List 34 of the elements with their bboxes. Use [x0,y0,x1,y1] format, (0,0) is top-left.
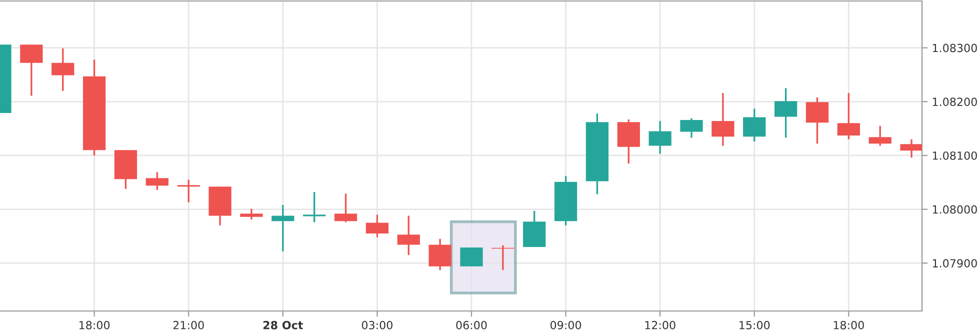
x-tick-label: 06:00 [456,320,487,330]
candlestick [837,92,860,140]
candlestick [868,125,892,147]
candlestick [460,246,483,268]
y-tick-label: 1.08300 [932,44,977,52]
x-tick-label: 21:00 [173,320,204,330]
y-tick-label: 1.07900 [932,259,977,268]
x-tick-label: 18:00 [834,320,864,330]
candlestick [272,204,294,252]
candlestick [303,191,326,224]
x-tick-label: 03:00 [362,320,392,330]
candlestick [366,214,388,238]
y-tick-label: 1.08200 [932,98,977,106]
candlestick [334,192,358,224]
candlestick [52,48,74,92]
candlestick [397,214,420,256]
candlestick [743,108,766,142]
candlestick [428,238,452,271]
y-tick-label: 1.08000 [932,205,977,214]
candlestick [680,117,703,139]
candlestick [240,208,263,220]
candlestick [712,92,734,147]
candlestick [20,44,43,97]
x-tick-label: 12:00 [645,320,676,330]
x-tick-label: 15:00 [740,320,770,330]
candlestick [806,96,829,144]
y-tick-label: 1.08100 [932,151,977,160]
candlestick [177,178,200,204]
candlestick [774,87,798,139]
candlestick [648,120,672,155]
candlestick [146,171,168,191]
x-tick-label: 09:00 [550,320,582,330]
x-tick-label: 28 Oct [263,320,303,330]
x-tick-label: 18:00 [80,320,110,330]
